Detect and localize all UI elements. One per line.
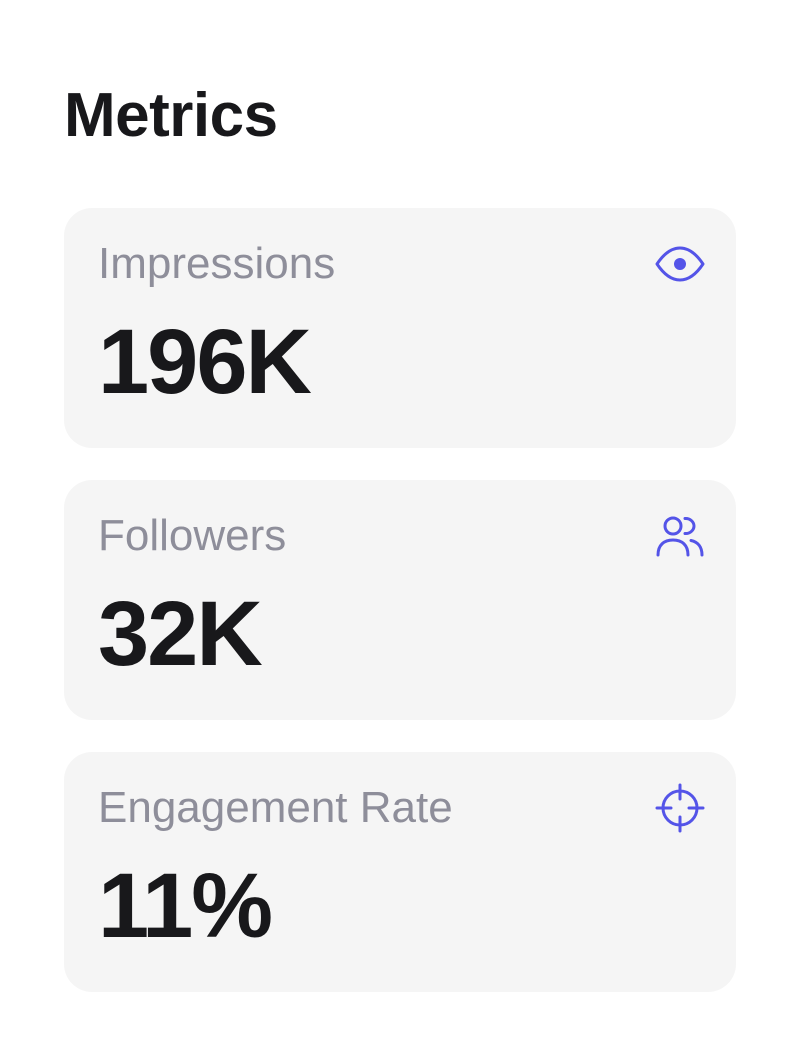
metric-value: 32K bbox=[98, 583, 263, 685]
eye-icon bbox=[654, 238, 706, 290]
metric-value: 11% bbox=[98, 855, 273, 957]
page-title: Metrics bbox=[64, 81, 278, 150]
metric-value: 196K bbox=[98, 311, 312, 413]
crosshair-icon bbox=[654, 782, 706, 834]
metric-card-list: Impressions 196K Followers 32K bbox=[64, 208, 736, 992]
metric-label: Engagement Rate bbox=[98, 783, 453, 832]
users-icon bbox=[654, 510, 706, 562]
metric-card-impressions[interactable]: Impressions 196K bbox=[64, 208, 736, 448]
metric-label: Followers bbox=[98, 511, 287, 560]
metric-label: Impressions bbox=[98, 239, 336, 288]
metric-card-followers[interactable]: Followers 32K bbox=[64, 480, 736, 720]
metric-card-engagement-rate[interactable]: Engagement Rate 11% bbox=[64, 752, 736, 992]
